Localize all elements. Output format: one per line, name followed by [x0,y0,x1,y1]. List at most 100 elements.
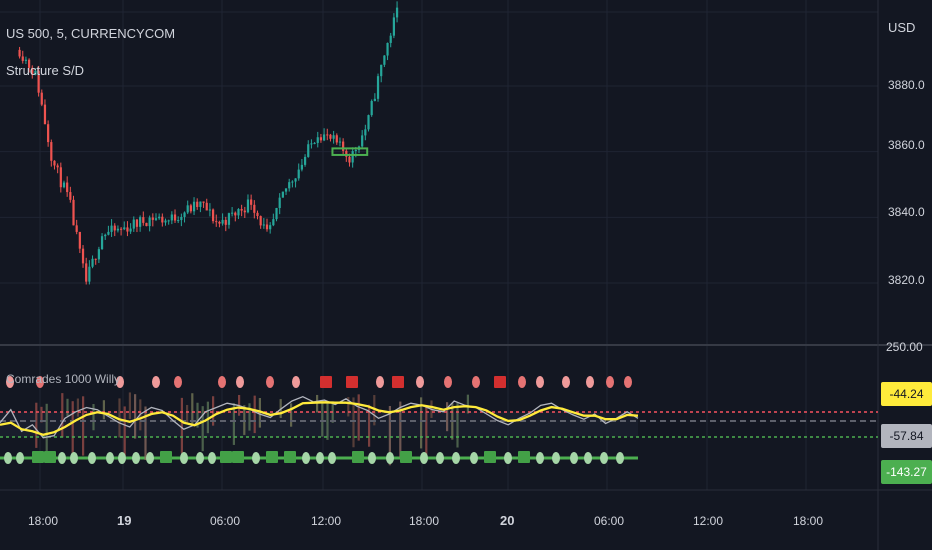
sell-signal [392,376,404,388]
symbol-title[interactable]: US 500, 5, CURRENCYCOM [6,26,176,41]
time-label: 06:00 [210,514,241,528]
buy-signal [470,452,478,464]
candle-body [383,55,386,65]
candle-body [56,165,59,168]
candle-body [196,201,199,207]
upper-value-badge: -44.24 [881,382,932,406]
histogram-bar [40,406,43,423]
buy-signal [196,452,204,464]
histogram-bar [35,402,38,448]
histogram-bar [144,406,147,461]
candle-body [310,143,313,145]
sell-signal [174,376,182,388]
candle-body [342,141,345,151]
time-label: 18:00 [793,514,824,528]
sell-signal [562,376,570,388]
buy-signal [452,452,460,464]
candle-body [72,199,75,226]
buy-signal [328,452,336,464]
candle-body [189,205,192,212]
histogram-bar [388,406,391,466]
candle-body [34,70,37,75]
histogram-bar [123,406,126,456]
histogram-bar [425,405,428,458]
candle-body [158,216,161,219]
oscillator-band [0,412,638,437]
buy-signal [584,452,592,464]
sell-signal [444,376,452,388]
candle-body [75,225,78,232]
histogram-bar [196,402,199,428]
candle-body [269,225,272,230]
candle-body [211,209,215,222]
buy-signal [58,452,66,464]
oscillator-signal-dots [4,376,632,464]
candle-body [180,216,183,221]
histogram-bar [61,393,64,438]
sell-signal [346,376,358,388]
sell-signal [36,376,44,388]
histogram-bar [201,406,204,452]
candle-body [345,150,348,157]
histogram-bar [134,394,137,439]
candle-body [78,231,81,249]
buy-signal [420,452,428,464]
candle-body [275,208,278,220]
time-label: 18:00 [409,514,440,528]
candle-body [104,234,107,237]
oscillator-title[interactable]: Comrades 1000 Willy [6,372,121,386]
buy-signal [16,452,24,464]
candle-body [154,218,158,220]
indicator-title[interactable]: Structure S/D [6,63,85,78]
candle-body [59,167,62,188]
histogram-bar [253,395,256,434]
histogram-bar [357,394,360,441]
sell-signal [472,376,480,388]
candle-body [107,231,110,235]
histogram-bar [352,397,355,448]
buy-signal [252,452,260,464]
candle-body [167,220,170,222]
candle-body [259,216,262,226]
candle-body [208,209,212,211]
candle-body [297,169,300,179]
candle-body [370,100,373,116]
sell-signal [606,376,614,388]
candle-body [373,98,376,101]
candle-body [119,228,123,230]
buy-signal [146,452,154,464]
candle-body [395,7,399,18]
candle-body [307,144,310,157]
buy-signal [232,451,244,463]
candle-body [303,156,307,165]
histogram-bar [102,400,105,420]
buy-signal [302,452,310,464]
candle-body [69,192,72,200]
buy-signal [484,451,496,463]
candle-body [319,137,323,141]
histogram-bar [212,396,215,426]
candle-body [50,142,53,161]
candle-body [322,134,326,141]
buy-signal [132,452,140,464]
buy-signal [600,452,608,464]
candle-body [215,221,218,223]
demand-zone[interactable] [331,147,369,156]
candle-body [53,160,56,166]
buy-signal [368,452,376,464]
candle-body [43,104,47,125]
buy-signal [552,452,560,464]
histogram-bar [232,403,235,445]
sell-signal [266,376,274,388]
price-candles[interactable] [18,1,399,285]
buy-signal [88,452,96,464]
candle-body [351,151,354,163]
candle-body [161,216,164,223]
candle-body [47,124,50,143]
histogram-bar [248,403,251,431]
candle-body [246,199,250,213]
candle-body [110,225,113,232]
buy-signal [570,452,578,464]
